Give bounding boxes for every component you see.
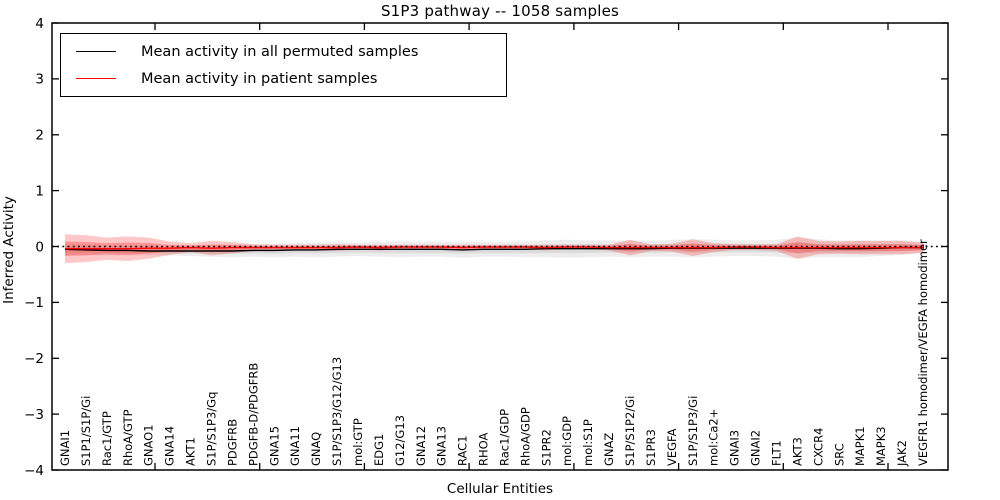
band-permuted (65, 237, 923, 259)
x-category-label: PDGFRB (225, 419, 239, 466)
x-category-label: mol:S1P (581, 419, 595, 466)
x-category-label: S1P/S1P2/Gi (623, 396, 637, 466)
y-tick-label: −2 (24, 351, 44, 367)
x-category-label: CXCR4 (811, 428, 825, 466)
x-category-label: GNAZ (602, 433, 616, 466)
x-category-label: mol:GDP (560, 416, 574, 466)
x-category-label: mol:GTP (351, 418, 365, 466)
x-category-label: Rac1/GTP (100, 411, 114, 466)
legend-item-patient: Mean activity in patient samples (61, 66, 506, 92)
x-category-label: AKT1 (184, 437, 198, 466)
x-category-label: GNA15 (267, 426, 281, 466)
chart-title: S1P3 pathway -- 1058 samples (380, 2, 620, 20)
y-tick-label: 4 (35, 16, 44, 32)
y-tick-label: −4 (24, 463, 44, 479)
x-category-label: GNA11 (288, 426, 302, 466)
x-axis-label: Cellular Entities (446, 481, 554, 497)
x-category-label: MAPK1 (853, 426, 867, 466)
legend: Mean activity in all permuted samples Me… (60, 33, 507, 97)
x-category-label: MAPK3 (874, 426, 888, 466)
x-category-label: S1PR2 (539, 429, 553, 466)
y-tick-label: −3 (24, 407, 44, 423)
x-category-label: GNAI3 (728, 430, 742, 466)
x-category-label: AKT3 (790, 437, 804, 466)
x-category-label: EDG1 (372, 434, 386, 466)
x-category-label: VEGFA (665, 428, 679, 466)
y-tick-label: 1 (35, 183, 44, 199)
x-category-label: GNAI2 (749, 430, 763, 466)
legend-item-permuted: Mean activity in all permuted samples (61, 39, 506, 65)
x-category-label: RhoA/GTP (121, 409, 135, 466)
x-category-label: S1P/S1P3/Gq (205, 392, 219, 466)
legend-label-permuted: Mean activity in all permuted samples (141, 43, 419, 60)
y-tick-label: 0 (35, 239, 44, 255)
patient-line-swatch (76, 78, 116, 79)
x-category-label: mol:Ca2+ (707, 409, 721, 466)
band-permuted (65, 242, 923, 254)
x-category-label: RAC1 (456, 435, 470, 466)
x-category-label: GNA13 (435, 426, 449, 466)
x-category-label: Rac1/GDP (498, 409, 512, 466)
x-category-label: G12/G13 (393, 415, 407, 466)
x-category-label: SRC (832, 443, 846, 466)
x-category-label: S1PR3 (644, 429, 658, 466)
x-category-label: VEGFR1 homodimer/VEGFA homodimer (916, 239, 930, 466)
x-category-label: S1P/S1P3/G12/G13 (330, 357, 344, 466)
x-category-label: S1P/S1P3/Gi (686, 396, 700, 466)
x-category-label: GNAI1 (58, 430, 72, 466)
x-category-label: RHOA (477, 433, 491, 466)
y-tick-label: 3 (35, 72, 44, 88)
y-tick-label: −1 (24, 295, 44, 311)
x-category-label: GNA14 (163, 426, 177, 466)
legend-label-patient: Mean activity in patient samples (141, 70, 378, 87)
x-category-label: S1P1/S1P/Gi (79, 396, 93, 466)
x-category-label: FLT1 (770, 440, 784, 466)
x-category-label: GNAQ (309, 432, 323, 466)
x-category-label: GNA12 (414, 426, 428, 466)
x-category-label: PDGFB-D/PDGFRB (246, 363, 260, 466)
permuted-line-swatch (76, 51, 116, 52)
x-category-label: GNAO1 (142, 424, 156, 466)
x-category-label: JAK2 (895, 440, 909, 467)
x-category-label: RhoA/GDP (518, 407, 532, 466)
y-tick-label: 2 (35, 128, 44, 144)
band-patient (65, 241, 923, 256)
